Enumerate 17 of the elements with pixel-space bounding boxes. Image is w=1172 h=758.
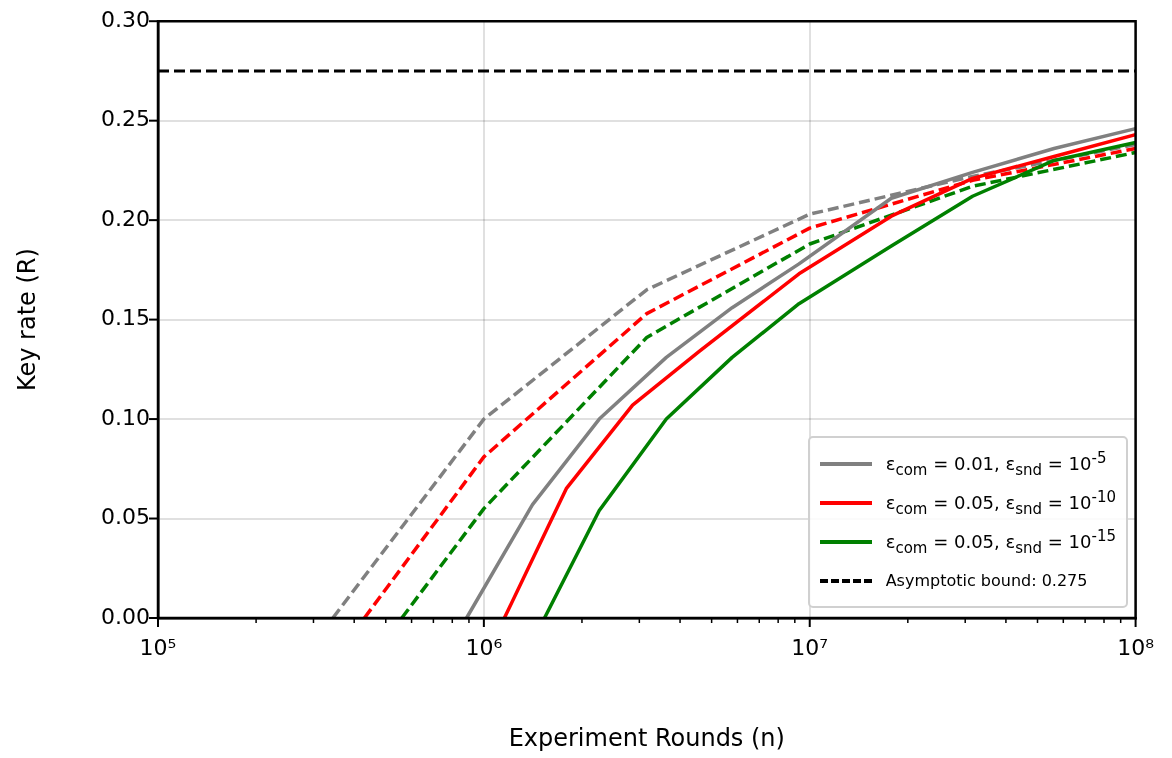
y-axis-title: Key rate (R) [12, 248, 41, 392]
y-tick-label: 0.10 [101, 404, 150, 430]
x-axis-title: Experiment Rounds (n) [508, 723, 785, 752]
y-tick-label: 0.15 [101, 305, 150, 331]
x-tick-label: 10⁷ [791, 634, 829, 660]
y-tick-label: 0.20 [101, 205, 150, 231]
x-tick-label: 10⁸ [1117, 634, 1155, 660]
y-tick-label: 0.05 [101, 504, 150, 530]
legend-label: ε$_{com}$ = 0.05, ε$_{snd}$ = 10$^{-10}$ [885, 487, 1116, 518]
legend-label: Asymptotic bound: 0.275 [885, 571, 1088, 590]
legend-label: ε$_{com}$ = 0.05, ε$_{snd}$ = 10$^{-15}$ [885, 526, 1116, 557]
y-tick-label: 0.30 [101, 6, 150, 32]
x-tick-label: 10⁶ [465, 634, 503, 660]
y-tick-label: 0.25 [101, 106, 150, 132]
y-tick-label: 0.00 [101, 603, 150, 629]
x-tick-label: 10⁵ [139, 634, 177, 660]
legend-label: ε$_{com}$ = 0.01, ε$_{snd}$ = 10$^{-5}$ [885, 448, 1107, 479]
